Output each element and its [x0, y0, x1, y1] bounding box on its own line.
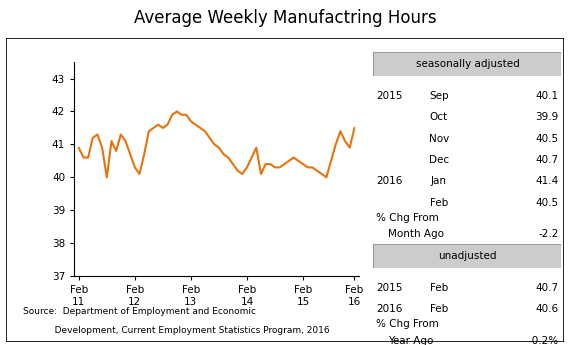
Text: seasonally adjusted: seasonally adjusted: [416, 59, 519, 69]
Text: 2015: 2015: [376, 283, 402, 293]
Text: Oct: Oct: [430, 112, 448, 122]
Text: -2.2: -2.2: [538, 229, 559, 239]
Text: 40.1: 40.1: [535, 91, 559, 101]
Text: Feb: Feb: [430, 283, 448, 293]
Text: 40.6: 40.6: [535, 304, 559, 314]
Text: Jan: Jan: [431, 176, 447, 186]
Text: Feb: Feb: [430, 198, 448, 208]
FancyBboxPatch shape: [373, 244, 561, 268]
Text: 2015: 2015: [376, 91, 402, 101]
Text: Nov: Nov: [429, 134, 449, 144]
Text: unadjusted: unadjusted: [438, 251, 496, 261]
Text: Average Weekly Manufactring Hours: Average Weekly Manufactring Hours: [134, 9, 436, 27]
Text: -0.2%: -0.2%: [528, 336, 559, 345]
Text: Feb: Feb: [430, 304, 448, 314]
Text: 40.7: 40.7: [535, 155, 559, 165]
Text: Month Ago: Month Ago: [388, 229, 443, 239]
Text: 2016: 2016: [376, 304, 402, 314]
Text: Year Ago: Year Ago: [388, 336, 433, 345]
Text: % Chg From: % Chg From: [376, 213, 439, 223]
Text: 40.7: 40.7: [535, 283, 559, 293]
Text: 2016: 2016: [376, 176, 402, 186]
Text: 41.4: 41.4: [535, 176, 559, 186]
Text: Development, Current Employment Statistics Program, 2016: Development, Current Employment Statisti…: [23, 326, 329, 335]
Text: Dec: Dec: [429, 155, 449, 165]
Text: 40.5: 40.5: [535, 198, 559, 208]
Text: 40.5: 40.5: [535, 134, 559, 144]
Text: 39.9: 39.9: [535, 112, 559, 122]
Text: Source:  Department of Employment and Economic: Source: Department of Employment and Eco…: [23, 307, 256, 316]
Text: % Chg From: % Chg From: [376, 319, 439, 329]
FancyBboxPatch shape: [373, 52, 561, 76]
Text: Sep: Sep: [429, 91, 449, 101]
